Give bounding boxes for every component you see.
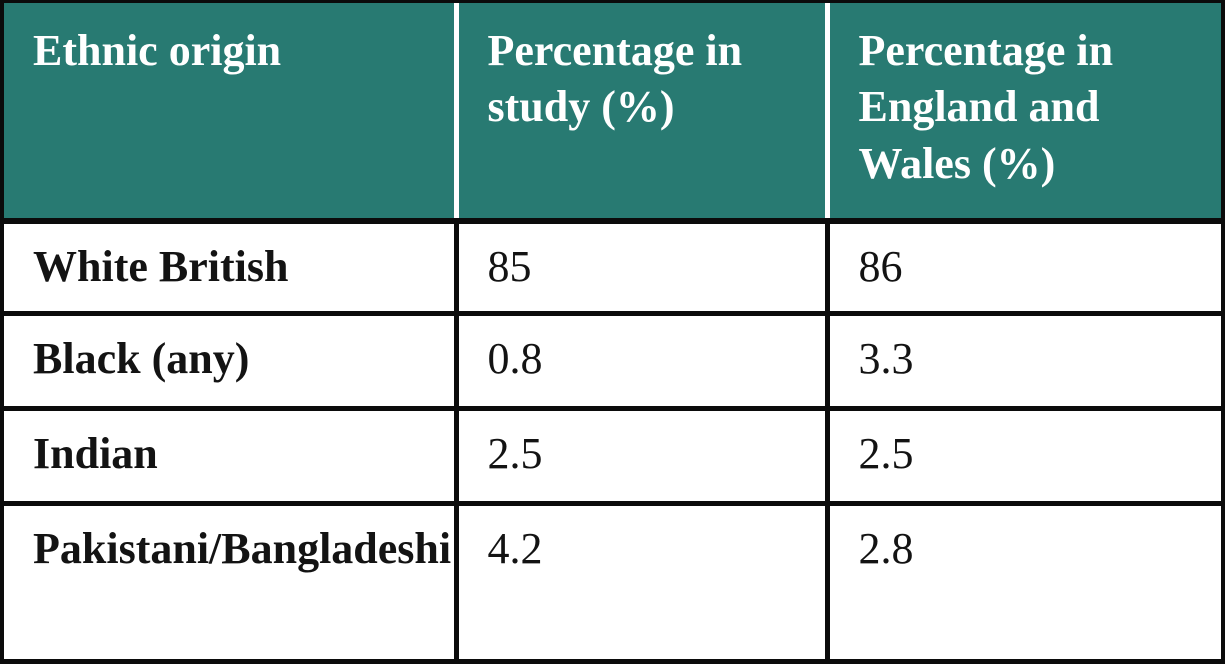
cell-england-wales-percentage: 2.5: [824, 408, 1221, 506]
cell-study-percentage: 0.8: [453, 313, 827, 411]
cell-ethnic-origin: Pakistani/Bangladeshi: [4, 503, 456, 659]
header-cell-ethnic-origin: Ethnic origin: [4, 3, 456, 224]
table-header: Ethnic origin Percentage in study (%) Pe…: [4, 3, 1221, 224]
table-row: Black (any) 0.8 3.3: [4, 313, 1221, 411]
cell-ethnic-origin: Black (any): [4, 313, 456, 411]
cell-ethnic-origin: Indian: [4, 408, 456, 506]
data-table: Ethnic origin Percentage in study (%) Pe…: [4, 3, 1221, 659]
header-cell-percentage-study: Percentage in study (%): [453, 3, 827, 224]
table-body: White British 85 86 Black (any) 0.8 3.3 …: [4, 221, 1221, 659]
header-row: Ethnic origin Percentage in study (%) Pe…: [4, 3, 1221, 224]
cell-england-wales-percentage: 3.3: [824, 313, 1221, 411]
table-row: White British 85 86: [4, 221, 1221, 316]
cell-england-wales-percentage: 86: [824, 221, 1221, 316]
cell-england-wales-percentage: 2.8: [824, 503, 1221, 659]
cell-study-percentage: 85: [453, 221, 827, 316]
header-cell-percentage-england-wales: Percentage in England and Wales (%): [824, 3, 1221, 224]
cell-study-percentage: 4.2: [453, 503, 827, 659]
cell-study-percentage: 2.5: [453, 408, 827, 506]
cell-ethnic-origin: White British: [4, 221, 456, 316]
table-row: Indian 2.5 2.5: [4, 408, 1221, 506]
table-row: Pakistani/Bangladeshi 4.2 2.8: [4, 503, 1221, 659]
